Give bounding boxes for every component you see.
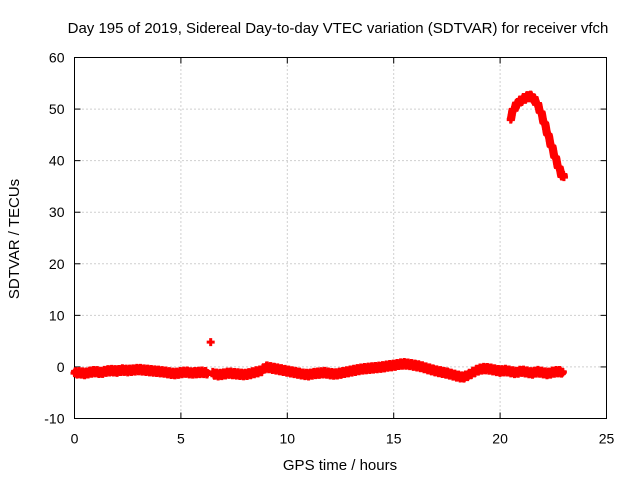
y-tick-label: 10 <box>49 307 65 323</box>
y-tick-label: 60 <box>49 50 65 66</box>
chart-title: Day 195 of 2019, Sidereal Day-to-day VTE… <box>68 20 609 37</box>
data-point <box>559 173 568 182</box>
y-tick-label: 0 <box>57 359 65 375</box>
x-tick-label: 0 <box>71 431 79 447</box>
y-tick-label: 50 <box>49 101 65 117</box>
y-tick-label: -10 <box>44 411 64 427</box>
x-tick-label: 20 <box>492 431 508 447</box>
data-point <box>558 368 567 377</box>
y-tick-label: 20 <box>49 256 65 272</box>
x-tick-label: 15 <box>386 431 402 447</box>
y-axis-label: SDTVAR / TECUs <box>6 179 23 299</box>
x-tick-label: 10 <box>280 431 296 447</box>
points-layer <box>70 90 568 383</box>
data-point <box>203 369 212 378</box>
plot-frame <box>74 57 607 419</box>
tick-layer: 0 5 10 15 20 25 -10 0 10 20 30 40 50 60 <box>44 50 614 447</box>
data-point <box>206 338 215 347</box>
x-tick-label: 5 <box>177 431 185 447</box>
grid-layer <box>74 57 607 419</box>
x-tick-label: 25 <box>599 431 615 447</box>
y-tick-label: 30 <box>49 204 65 220</box>
y-tick-label: 40 <box>49 153 65 169</box>
x-axis-label: GPS time / hours <box>283 457 397 474</box>
